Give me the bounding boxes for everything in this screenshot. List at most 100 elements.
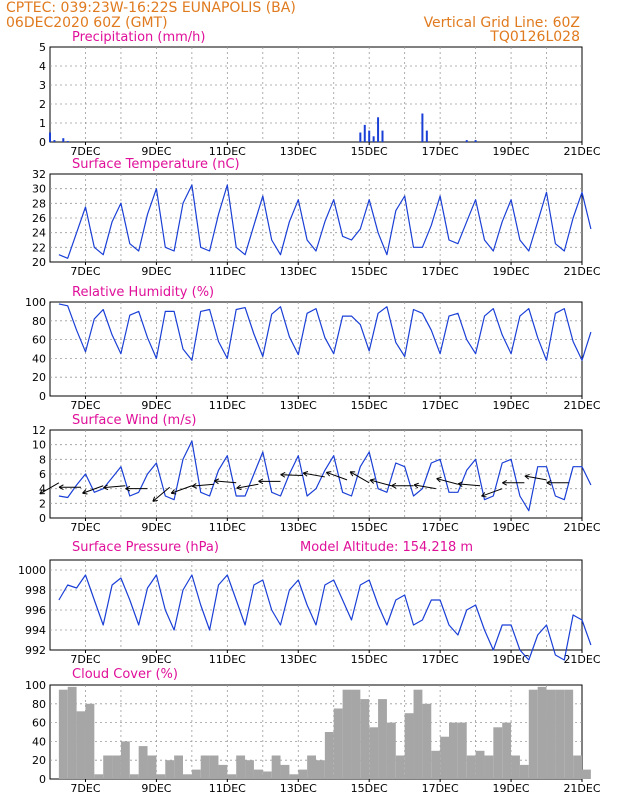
header-model-id: TQ0126L028 xyxy=(489,29,580,45)
rh-xtick-label: 21DEC xyxy=(563,399,600,412)
cloud-xtick-label: 11DEC xyxy=(209,782,246,795)
wind-arrow-head xyxy=(546,479,552,486)
pressure-title: Surface Pressure (hPa) xyxy=(72,540,219,555)
cloud-bar xyxy=(307,755,316,779)
cloud-bar xyxy=(324,732,334,779)
pressure-ytick-label: 1000 xyxy=(18,564,46,577)
precip-bar xyxy=(381,130,384,142)
cloud-bar xyxy=(431,750,441,779)
pressure-xtick-label: 17DEC xyxy=(422,653,459,666)
wind-ytick-label: 6 xyxy=(39,468,46,481)
cloud-bar xyxy=(546,689,556,779)
wind-arrow-head xyxy=(457,481,463,488)
cloud-bar xyxy=(316,760,325,779)
cloud-bar xyxy=(191,769,201,779)
cloud-xtick-label: 15DEC xyxy=(351,782,388,795)
wind-arrow-shaft xyxy=(413,484,436,490)
cloud-bar xyxy=(475,750,485,779)
wind-arrow-head xyxy=(391,482,397,489)
header-date: 06DEC2020 60Z (GMT) xyxy=(6,15,168,31)
cloud-xtick-label: 21DEC xyxy=(563,782,600,795)
rh-xtick-label: 7DEC xyxy=(70,399,100,412)
wind-arrow-head xyxy=(349,471,356,477)
wind-arrow-shaft xyxy=(192,483,215,487)
pressure-xtick-label: 13DEC xyxy=(280,653,317,666)
temp-xtick-label: 15DEC xyxy=(351,265,388,278)
precip-title: Precipitation (mm/h) xyxy=(72,30,205,45)
rh-xtick-label: 15DEC xyxy=(351,399,388,412)
pressure-line xyxy=(58,574,592,661)
wind-arrow-head xyxy=(236,484,242,491)
cloud-bar xyxy=(449,722,458,779)
rh-xtick-label: 9DEC xyxy=(141,399,171,412)
cloud-bar xyxy=(227,774,237,779)
cloud-ytick-label: 80 xyxy=(32,698,46,711)
cloud-bar xyxy=(67,686,77,779)
cloud-bar xyxy=(174,755,183,779)
precip-bar xyxy=(465,140,468,142)
cloud-bar xyxy=(120,741,130,779)
precip-bar xyxy=(377,117,380,142)
cloud-bar xyxy=(183,774,192,779)
wind-arrow-shaft xyxy=(369,479,392,487)
wind-line xyxy=(58,440,592,512)
wind-ytick-label: 0 xyxy=(39,512,46,525)
wind-xtick-label: 13DEC xyxy=(280,521,317,534)
cloud-ytick-label: 20 xyxy=(32,754,46,767)
precip-bar xyxy=(421,113,424,142)
wind-arrow-head xyxy=(82,489,88,495)
cloud-bar xyxy=(351,689,361,779)
wind-ytick-label: 2 xyxy=(39,497,46,510)
temp-xtick-label: 13DEC xyxy=(280,265,317,278)
wind-arrow-shaft xyxy=(303,472,325,478)
wind-ytick-label: 10 xyxy=(32,439,46,452)
pressure-annotation: Model Altitude: 154.218 m xyxy=(300,540,473,555)
wind-ytick-label: 8 xyxy=(39,453,46,466)
temp-ytick-label: 32 xyxy=(32,168,46,181)
rh-xtick-label: 17DEC xyxy=(422,399,459,412)
precip-xtick-label: 7DEC xyxy=(70,145,100,158)
cloud-bar xyxy=(466,755,476,779)
wind-arrow-head xyxy=(191,482,197,489)
temp-ytick-label: 28 xyxy=(32,197,46,210)
temp-ytick-label: 26 xyxy=(32,212,46,225)
precip-bar xyxy=(363,124,366,142)
header-location: CPTEC: 039:23W-16:22S EUNAPOLIS (BA) xyxy=(6,0,296,16)
wind-arrow-shaft xyxy=(82,485,104,494)
cloud-bar xyxy=(493,727,503,779)
rh-xtick-label: 11DEC xyxy=(209,399,246,412)
precip-ytick-label: 2 xyxy=(39,98,46,111)
header-grid-line: Vertical Grid Line: 60Z xyxy=(424,15,580,31)
cloud-bar xyxy=(298,769,308,779)
wind-title: Surface Wind (m/s) xyxy=(72,413,196,428)
precip-xtick-label: 21DEC xyxy=(563,145,600,158)
cloud-panel: 0 20 40 60 80 100 7DEC 9DEC 11DEC 13DEC 15DEC 17DEC… xyxy=(25,667,601,795)
cloud-bar xyxy=(413,689,423,779)
cloud-bar xyxy=(253,769,263,779)
cloud-bar xyxy=(511,755,520,779)
pressure-ytick-label: 994 xyxy=(25,624,46,637)
wind-xtick-label: 19DEC xyxy=(493,521,530,534)
cloud-bar xyxy=(271,755,281,779)
wind-arrow-shaft xyxy=(214,480,237,484)
cloud-bar xyxy=(422,703,432,779)
cloud-bar xyxy=(209,755,219,779)
cloud-xtick-label: 17DEC xyxy=(422,782,459,795)
rh-ytick-label: 80 xyxy=(32,315,46,328)
wind-arrow-shaft xyxy=(326,471,348,481)
wind-ytick-label: 4 xyxy=(39,483,46,496)
cloud-bar xyxy=(573,755,582,779)
wind-xtick-label: 17DEC xyxy=(422,521,459,534)
precip-xtick-label: 11DEC xyxy=(209,145,246,158)
cloud-bar xyxy=(245,760,254,779)
cloud-bar xyxy=(369,727,379,779)
rh-ytick-label: 40 xyxy=(32,352,46,365)
precip-frame xyxy=(49,46,583,143)
wind-arrow-head xyxy=(524,473,530,480)
precip-ytick-label: 3 xyxy=(39,79,46,92)
pressure-ytick-label: 992 xyxy=(25,644,46,657)
cloud-bar xyxy=(236,755,246,779)
header: CPTEC: 039:23W-16:22S EUNAPOLIS (BA) 06D… xyxy=(6,0,580,45)
wind-arrow-shaft xyxy=(236,483,259,489)
cloud-bar xyxy=(138,746,148,779)
